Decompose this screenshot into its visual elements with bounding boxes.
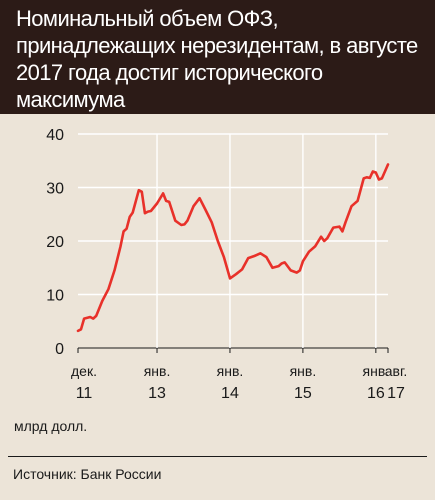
x-tick-label-3-line2: 15	[294, 385, 312, 402]
x-tick-label-1-line1: янв.	[144, 363, 171, 379]
source-divider	[8, 456, 427, 457]
grid-layer	[77, 133, 389, 353]
y-tick-label-0: 0	[55, 341, 64, 358]
x-tick-label-2-line1: янв.	[217, 363, 244, 379]
x-tick-label-0-line2: 11	[76, 385, 93, 402]
x-tick-label-4-line1: янв.	[363, 363, 390, 379]
x-tick-label-1-line2: 13	[148, 385, 166, 402]
x-tick-label-0-line1: дек.	[71, 363, 97, 379]
chart-header: Номинальный объем ОФЗ, принадлежащих нер…	[0, 0, 435, 114]
x-tick-label-4-line2: 16	[367, 385, 385, 402]
x-tick-label-6-line1: авг.	[385, 363, 408, 379]
series-line-0	[76, 163, 390, 333]
source-note: Источник: Банк России	[13, 466, 162, 482]
x-tick-label-6-line2: 17	[387, 385, 405, 402]
plot-area: 0 10 20 30 40 дек. 11 янв. 13 янв. 14 янв. 15 янв. 16…	[46, 127, 408, 402]
y-tick-label-10: 10	[46, 288, 64, 305]
x-tick-label-3-line1: янв.	[290, 363, 317, 379]
y-tick-labels: 0 10 20 30 40	[46, 127, 64, 358]
x-tick-labels: дек.11янв.13янв.14янв.15янв.16янв.17авг.…	[71, 363, 408, 402]
y-tick-label-40: 40	[46, 127, 64, 144]
unit-label: млрд долл.	[14, 418, 88, 434]
chart-title: Номинальный объем ОФЗ, принадлежащих нер…	[16, 6, 418, 112]
y-tick-label-30: 30	[46, 181, 64, 198]
series-line-layer	[76, 163, 390, 333]
y-tick-label-20: 20	[46, 234, 64, 251]
x-tick-label-2-line2: 14	[221, 385, 239, 402]
